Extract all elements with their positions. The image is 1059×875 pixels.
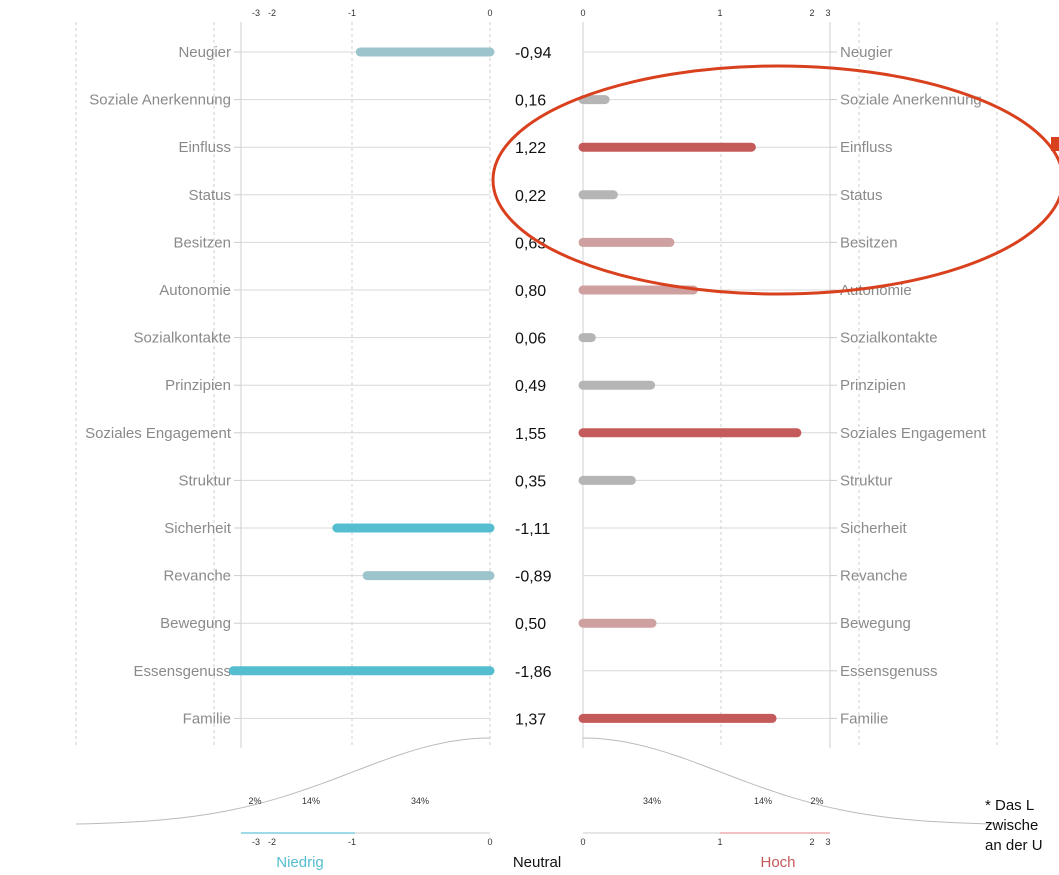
left-tick-label: -2 xyxy=(268,8,276,18)
right-bell-curve xyxy=(582,737,998,825)
left-tick-label: -1 xyxy=(348,8,356,18)
value-label: 0,49 xyxy=(515,378,546,395)
left-tick-label: -2 xyxy=(268,837,276,847)
category-label-left: Familie xyxy=(183,710,231,727)
category-label-left: Autonomie xyxy=(159,282,231,299)
category-label-left: Sicherheit xyxy=(164,520,232,537)
category-label-right: Revanche xyxy=(840,568,908,585)
category-label-left: Neugier xyxy=(178,44,231,61)
category-label-right: Status xyxy=(840,187,883,204)
right-tick-label: 2 xyxy=(809,8,814,18)
percentage-label: 34% xyxy=(411,796,429,806)
highlight-ellipse xyxy=(491,64,1059,296)
value-label: -0,89 xyxy=(515,569,552,586)
distribution-curves: 2% 14% 34% 34% 14% 2% xyxy=(75,737,998,834)
category-label-left: Prinzipien xyxy=(165,377,231,394)
category-label-left: Revanche xyxy=(163,568,231,585)
highlight-annotation xyxy=(491,64,1059,296)
right-tick-label: 0 xyxy=(580,837,585,847)
category-label-left: Soziales Engagement xyxy=(85,425,232,442)
value-label: -1,11 xyxy=(515,521,550,538)
value-label: 0,35 xyxy=(515,473,546,490)
category-label-left: Essensgenuss xyxy=(133,663,231,680)
value-label: -1,86 xyxy=(515,664,552,681)
value-label: 1,22 xyxy=(515,140,546,157)
category-label-left: Status xyxy=(188,187,231,204)
left-tick-label: -3 xyxy=(252,837,260,847)
percentage-label: 14% xyxy=(754,796,772,806)
category-label-right: Soziales Engagement xyxy=(840,425,987,442)
left-bell-curve xyxy=(75,737,491,825)
left-tick-label: 0 xyxy=(487,837,492,847)
category-label-left: Besitzen xyxy=(173,234,231,251)
percentage-label: 2% xyxy=(248,796,261,806)
left-tick-label: -1 xyxy=(348,837,356,847)
category-label-left: Sozialkontakte xyxy=(133,330,231,347)
category-label-right: Sozialkontakte xyxy=(840,330,938,347)
value-label: 0,16 xyxy=(515,93,546,110)
category-label-right: Bewegung xyxy=(840,615,911,632)
category-label-right: Struktur xyxy=(840,472,893,489)
right-tick-label: 3 xyxy=(825,837,830,847)
right-tick-label: 0 xyxy=(580,8,585,18)
footnote-line-3: an der U xyxy=(985,837,1043,854)
category-label-right: Autonomie xyxy=(840,282,912,299)
category-rows: Neugier Neugier -0,94 Soziale Anerkennung So… xyxy=(85,44,987,728)
footnote: * Das L zwische an der U xyxy=(985,796,1059,856)
value-label: 0,22 xyxy=(515,188,546,205)
footer-high-label: Hoch xyxy=(760,854,795,871)
left-tick-label: -3 xyxy=(252,8,260,18)
category-label-right: Essensgenuss xyxy=(840,663,938,680)
value-label: -0,94 xyxy=(515,45,552,62)
footnote-line-1: * Das L xyxy=(985,797,1035,814)
category-label-right: Prinzipien xyxy=(840,377,906,394)
category-label-left: Einfluss xyxy=(178,139,231,156)
category-label-right: Soziale Anerkennung xyxy=(840,92,982,109)
percentage-label: 14% xyxy=(302,796,320,806)
value-label: 0,80 xyxy=(515,283,546,300)
footer-low-label: Niedrig xyxy=(276,854,324,871)
annotation-connector xyxy=(1051,137,1059,151)
value-label: 1,55 xyxy=(515,426,546,443)
category-label-right: Familie xyxy=(840,710,888,727)
category-label-right: Sicherheit xyxy=(840,520,908,537)
category-label-left: Struktur xyxy=(178,472,231,489)
left-tick-label: 0 xyxy=(487,8,492,18)
axis-ticks: -3 -3 -2 -2 -1 -1 0 0 0 0 1 1 2 2 3 3 xyxy=(252,8,831,847)
category-label-right: Neugier xyxy=(840,44,893,61)
category-label-right: Einfluss xyxy=(840,139,893,156)
percentage-label: 34% xyxy=(643,796,661,806)
category-label-left: Bewegung xyxy=(160,615,231,632)
category-label-left: Soziale Anerkennung xyxy=(89,92,231,109)
right-tick-label: 1 xyxy=(717,8,722,18)
value-label: 0,06 xyxy=(515,331,546,348)
value-label: 1,37 xyxy=(515,711,546,728)
right-tick-label: 3 xyxy=(825,8,830,18)
value-label: 0,63 xyxy=(515,235,546,252)
percentage-label: 2% xyxy=(810,796,823,806)
category-label-right: Besitzen xyxy=(840,234,898,251)
footer-neutral-label: Neutral xyxy=(513,854,561,871)
footnote-line-2: zwische xyxy=(985,817,1039,834)
value-label: 0,50 xyxy=(515,616,546,633)
right-tick-label: 1 xyxy=(717,837,722,847)
right-tick-label: 2 xyxy=(809,837,814,847)
